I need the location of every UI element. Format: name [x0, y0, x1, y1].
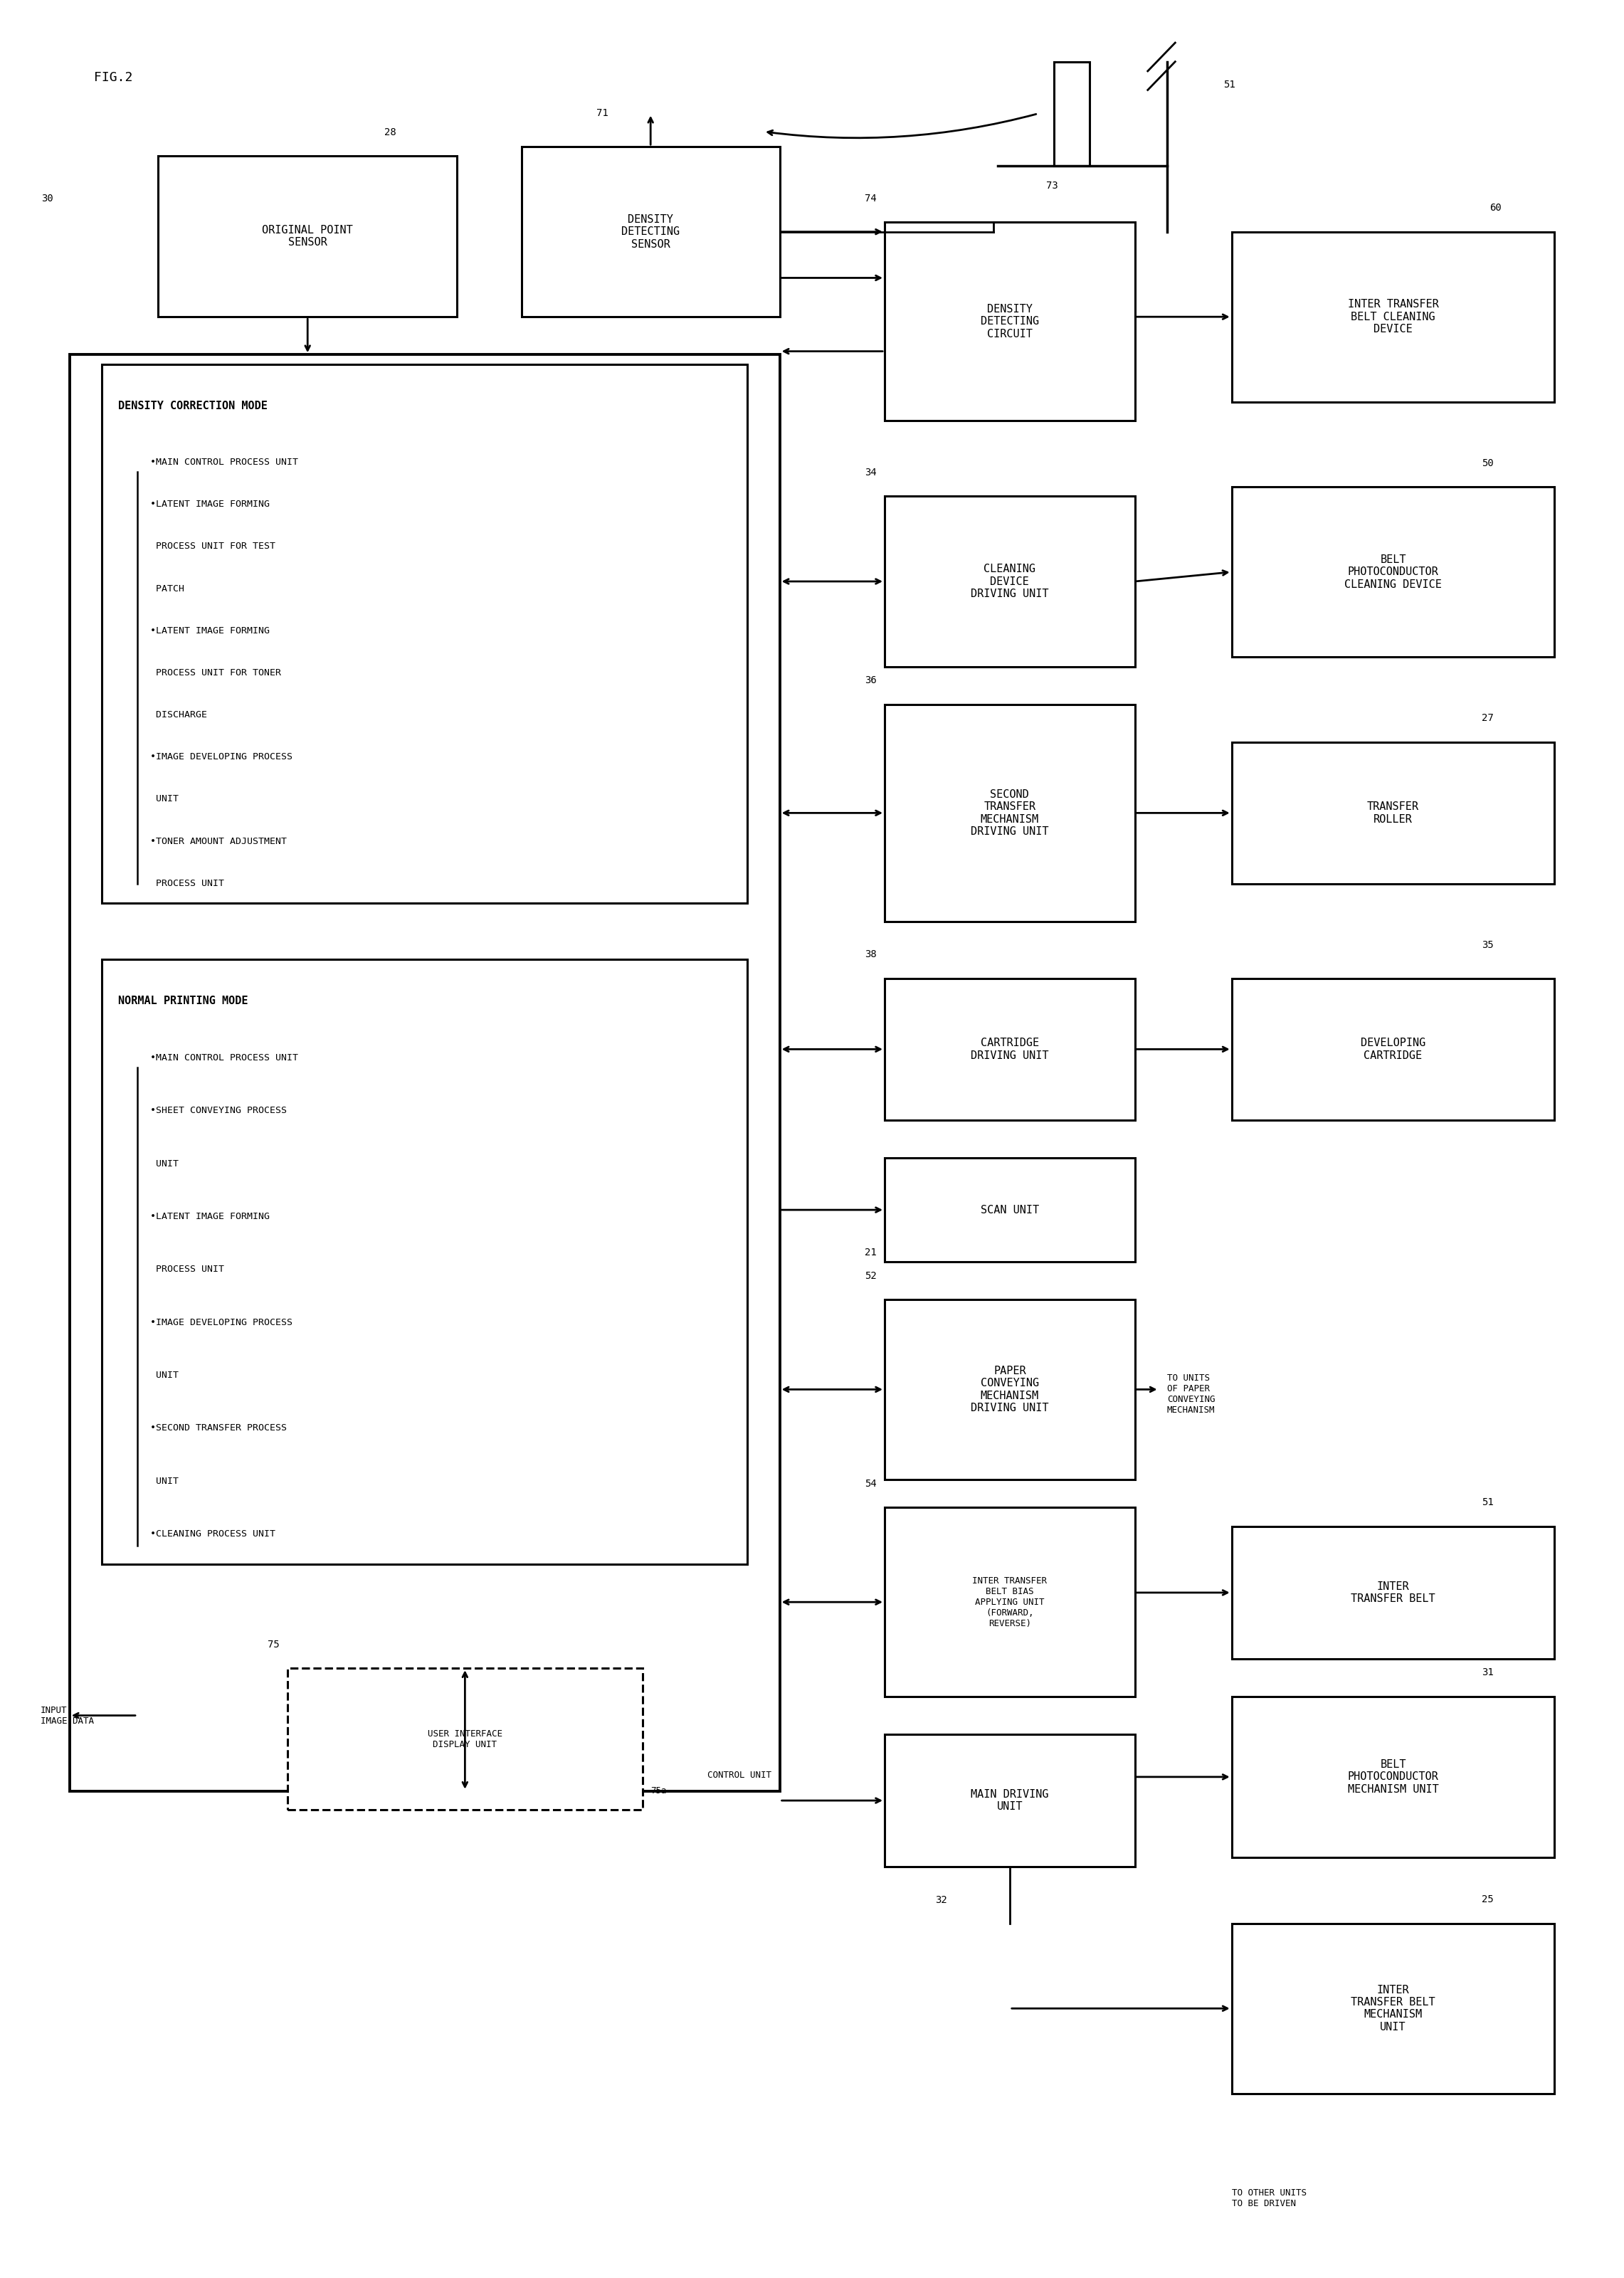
- FancyBboxPatch shape: [885, 1508, 1135, 1697]
- Text: PATCH: PATCH: [149, 583, 185, 592]
- FancyBboxPatch shape: [521, 146, 780, 317]
- Text: INTER TRANSFER
BELT BIAS
APPLYING UNIT
(FORWARD,
REVERSE): INTER TRANSFER BELT BIAS APPLYING UNIT (…: [973, 1576, 1047, 1629]
- Text: DENSITY CORRECTION MODE: DENSITY CORRECTION MODE: [119, 401, 268, 410]
- Text: DENSITY
DETECTING
SENSOR: DENSITY DETECTING SENSOR: [622, 214, 680, 251]
- FancyBboxPatch shape: [1054, 62, 1090, 166]
- Text: •SECOND TRANSFER PROCESS: •SECOND TRANSFER PROCESS: [149, 1424, 287, 1433]
- Text: INTER
TRANSFER BELT: INTER TRANSFER BELT: [1351, 1581, 1436, 1604]
- Text: FIG.2: FIG.2: [94, 71, 133, 84]
- Text: BELT
PHOTOCONDUCTOR
CLEANING DEVICE: BELT PHOTOCONDUCTOR CLEANING DEVICE: [1345, 554, 1442, 590]
- Text: INTER TRANSFER
BELT CLEANING
DEVICE: INTER TRANSFER BELT CLEANING DEVICE: [1348, 298, 1439, 335]
- Text: MAIN DRIVING
UNIT: MAIN DRIVING UNIT: [971, 1788, 1049, 1811]
- FancyBboxPatch shape: [1231, 487, 1554, 656]
- Text: USER INTERFACE
DISPLAY UNIT: USER INTERFACE DISPLAY UNIT: [427, 1729, 502, 1750]
- Text: DEVELOPING
CARTRIDGE: DEVELOPING CARTRIDGE: [1361, 1039, 1426, 1062]
- Text: UNIT: UNIT: [149, 1160, 179, 1169]
- Text: 71: 71: [596, 109, 607, 118]
- Text: 30: 30: [42, 194, 54, 203]
- Text: •CLEANING PROCESS UNIT: •CLEANING PROCESS UNIT: [149, 1529, 276, 1538]
- Text: •IMAGE DEVELOPING PROCESS: •IMAGE DEVELOPING PROCESS: [149, 752, 292, 761]
- FancyBboxPatch shape: [1231, 1697, 1554, 1857]
- Text: PROCESS UNIT FOR TONER: PROCESS UNIT FOR TONER: [149, 667, 281, 677]
- FancyBboxPatch shape: [70, 355, 780, 1791]
- Text: 21: 21: [864, 1248, 877, 1257]
- Text: NORMAL PRINTING MODE: NORMAL PRINTING MODE: [119, 995, 248, 1007]
- Text: 28: 28: [385, 128, 396, 137]
- FancyBboxPatch shape: [885, 223, 1135, 421]
- Text: 25: 25: [1481, 1895, 1494, 1904]
- FancyBboxPatch shape: [885, 704, 1135, 923]
- FancyBboxPatch shape: [1231, 977, 1554, 1121]
- Text: •MAIN CONTROL PROCESS UNIT: •MAIN CONTROL PROCESS UNIT: [149, 1052, 299, 1062]
- Text: •TONER AMOUNT ADJUSTMENT: •TONER AMOUNT ADJUSTMENT: [149, 836, 287, 845]
- Text: 31: 31: [1481, 1667, 1494, 1677]
- Text: INTER
TRANSFER BELT
MECHANISM
UNIT: INTER TRANSFER BELT MECHANISM UNIT: [1351, 1984, 1436, 2032]
- FancyBboxPatch shape: [102, 959, 747, 1565]
- Text: •SHEET CONVEYING PROCESS: •SHEET CONVEYING PROCESS: [149, 1107, 287, 1116]
- FancyBboxPatch shape: [1231, 232, 1554, 401]
- Text: PROCESS UNIT: PROCESS UNIT: [149, 1264, 224, 1273]
- Text: 60: 60: [1489, 203, 1502, 212]
- Text: DISCHARGE: DISCHARGE: [149, 711, 208, 720]
- Text: 73: 73: [1046, 180, 1057, 191]
- Text: INPUT
IMAGE DATA: INPUT IMAGE DATA: [41, 1706, 94, 1724]
- Text: •MAIN CONTROL PROCESS UNIT: •MAIN CONTROL PROCESS UNIT: [149, 458, 299, 467]
- Text: 54: 54: [864, 1478, 877, 1488]
- Text: SECOND
TRANSFER
MECHANISM
DRIVING UNIT: SECOND TRANSFER MECHANISM DRIVING UNIT: [971, 788, 1049, 836]
- Text: 35: 35: [1481, 941, 1494, 950]
- FancyBboxPatch shape: [1231, 1923, 1554, 2093]
- Text: ORIGINAL POINT
SENSOR: ORIGINAL POINT SENSOR: [261, 226, 352, 248]
- FancyBboxPatch shape: [885, 1301, 1135, 1478]
- Text: 38: 38: [864, 950, 877, 959]
- Text: 74: 74: [864, 194, 877, 203]
- FancyBboxPatch shape: [1231, 743, 1554, 884]
- Text: •LATENT IMAGE FORMING: •LATENT IMAGE FORMING: [149, 499, 270, 508]
- Text: 34: 34: [864, 467, 877, 478]
- Text: PAPER
CONVEYING
MECHANISM
DRIVING UNIT: PAPER CONVEYING MECHANISM DRIVING UNIT: [971, 1365, 1049, 1412]
- FancyBboxPatch shape: [1231, 1526, 1554, 1658]
- Text: UNIT: UNIT: [149, 1476, 179, 1485]
- FancyBboxPatch shape: [885, 977, 1135, 1121]
- Text: 51: 51: [1223, 80, 1236, 91]
- FancyBboxPatch shape: [287, 1667, 643, 1811]
- FancyBboxPatch shape: [158, 157, 456, 317]
- Text: BELT
PHOTOCONDUCTOR
MECHANISM UNIT: BELT PHOTOCONDUCTOR MECHANISM UNIT: [1348, 1759, 1439, 1795]
- Text: PROCESS UNIT FOR TEST: PROCESS UNIT FOR TEST: [149, 542, 276, 551]
- Text: 50: 50: [1481, 458, 1494, 467]
- Text: CLEANING
DEVICE
DRIVING UNIT: CLEANING DEVICE DRIVING UNIT: [971, 563, 1049, 599]
- Text: TO UNITS
OF PAPER
CONVEYING
MECHANISM: TO UNITS OF PAPER CONVEYING MECHANISM: [1168, 1374, 1215, 1415]
- FancyBboxPatch shape: [885, 497, 1135, 667]
- FancyBboxPatch shape: [885, 1157, 1135, 1262]
- Text: CONTROL UNIT: CONTROL UNIT: [708, 1770, 771, 1779]
- Text: DENSITY
DETECTING
CIRCUIT: DENSITY DETECTING CIRCUIT: [981, 303, 1039, 339]
- Text: 32: 32: [935, 1895, 947, 1904]
- Text: TRANSFER
ROLLER: TRANSFER ROLLER: [1367, 802, 1419, 825]
- Text: 52: 52: [864, 1271, 877, 1280]
- Text: 36: 36: [864, 674, 877, 686]
- Text: UNIT: UNIT: [149, 795, 179, 804]
- Text: 51: 51: [1481, 1497, 1494, 1508]
- Text: •LATENT IMAGE FORMING: •LATENT IMAGE FORMING: [149, 626, 270, 636]
- Text: CARTRIDGE
DRIVING UNIT: CARTRIDGE DRIVING UNIT: [971, 1039, 1049, 1062]
- Text: 75a: 75a: [651, 1786, 666, 1795]
- Text: PROCESS UNIT: PROCESS UNIT: [149, 879, 224, 888]
- Text: 27: 27: [1481, 713, 1494, 722]
- Text: SCAN UNIT: SCAN UNIT: [981, 1205, 1039, 1214]
- Text: UNIT: UNIT: [149, 1371, 179, 1380]
- Text: 75: 75: [268, 1640, 279, 1649]
- Text: •LATENT IMAGE FORMING: •LATENT IMAGE FORMING: [149, 1212, 270, 1221]
- Text: •IMAGE DEVELOPING PROCESS: •IMAGE DEVELOPING PROCESS: [149, 1317, 292, 1328]
- Text: TO OTHER UNITS
TO BE DRIVEN: TO OTHER UNITS TO BE DRIVEN: [1231, 2187, 1306, 2207]
- FancyBboxPatch shape: [885, 1734, 1135, 1866]
- FancyBboxPatch shape: [102, 364, 747, 902]
